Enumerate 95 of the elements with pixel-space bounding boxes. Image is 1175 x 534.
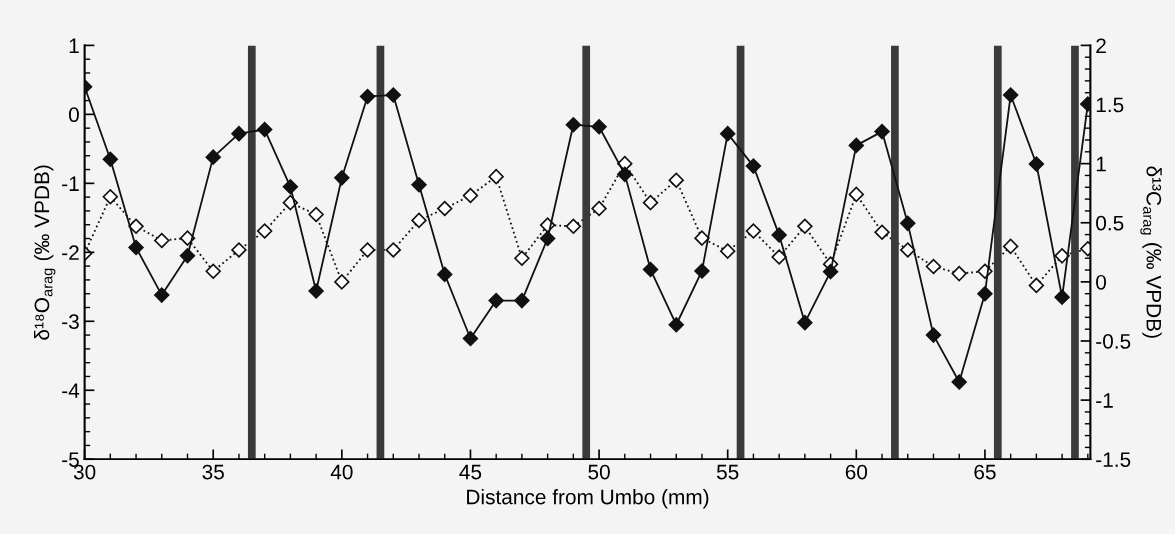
point (1028, 156, 1045, 172)
point (539, 230, 556, 247)
point (745, 158, 762, 174)
point (1002, 87, 1019, 103)
point (334, 170, 350, 186)
x-tick-label: 45 (459, 464, 482, 480)
x-tick-label: 65 (974, 464, 996, 480)
point (951, 265, 967, 282)
point (154, 232, 170, 249)
point (874, 123, 890, 140)
point (179, 230, 196, 246)
y-tick-label: 1 (69, 38, 79, 53)
point (514, 250, 530, 266)
point (102, 151, 119, 167)
y2-tick-label: 2 (1096, 38, 1106, 53)
point (128, 239, 144, 256)
point (1002, 238, 1019, 255)
point (719, 243, 736, 259)
point (771, 249, 787, 265)
point (282, 179, 299, 195)
point (411, 212, 427, 229)
y2-tick-label: 0.5 (1096, 215, 1124, 231)
point (1054, 289, 1070, 305)
y2-tick-label: -1.5 (1096, 452, 1131, 467)
point (334, 274, 350, 290)
y2-tick-label: -0.5 (1096, 334, 1131, 349)
x-tick-label: 35 (202, 464, 224, 480)
point (102, 189, 119, 205)
y-tick-label: 0 (68, 107, 79, 123)
point (977, 285, 993, 302)
y2-tick-label: 1 (1096, 156, 1106, 172)
point (951, 374, 967, 390)
point (231, 125, 247, 142)
point (462, 330, 479, 347)
point (719, 125, 736, 142)
point (848, 186, 865, 203)
x-tick-label: 40 (330, 464, 353, 480)
point (925, 258, 942, 275)
point (437, 266, 453, 283)
point (642, 194, 659, 211)
point (1054, 248, 1070, 264)
y-tick-label: -2 (62, 245, 79, 260)
point (848, 137, 865, 154)
y2-tick-label: 1.5 (1096, 97, 1124, 113)
y2-tick-label: -1 (1096, 393, 1113, 408)
x-tick-label: 50 (588, 464, 610, 480)
y-tick-label: -3 (62, 314, 79, 330)
point (128, 218, 144, 235)
point (694, 263, 710, 279)
point (514, 292, 530, 309)
x-axis-title: Distance from Umbo (mm) (467, 489, 709, 509)
point (797, 314, 813, 331)
point (900, 242, 916, 258)
point (925, 327, 942, 343)
y-tick-label: -1 (62, 176, 79, 191)
point (462, 187, 479, 204)
point (205, 149, 221, 165)
point (642, 261, 659, 278)
point (591, 119, 607, 135)
point (488, 168, 504, 185)
point (256, 223, 273, 239)
point (231, 242, 247, 258)
point (488, 292, 504, 309)
point (745, 223, 762, 239)
y2-tick-label: 0 (1096, 274, 1107, 290)
point (308, 206, 324, 223)
point (565, 117, 582, 133)
point (154, 287, 170, 303)
point (437, 200, 453, 217)
point (179, 248, 196, 264)
point (411, 177, 427, 193)
point (591, 200, 607, 217)
point (668, 172, 684, 188)
point (617, 166, 633, 183)
point (822, 263, 839, 280)
point (308, 283, 324, 299)
point (1028, 277, 1045, 294)
point (359, 88, 376, 105)
x-tick-label: 60 (845, 464, 868, 480)
y-axis-title: δ¹⁸O$_{arag}$ (‰ VPDB) (33, 165, 56, 340)
point (797, 218, 813, 235)
y-tick-label: -4 (62, 383, 80, 398)
point (385, 242, 401, 258)
point (385, 87, 401, 103)
y2-axis-title: δ¹³C$_{arag}$ (‰ VPDB) (1140, 166, 1162, 338)
point (694, 230, 710, 246)
point (874, 224, 890, 240)
point (771, 227, 787, 243)
point (256, 121, 273, 138)
point (359, 242, 376, 258)
point (668, 317, 684, 333)
point (565, 218, 582, 235)
x-tick-label: 55 (716, 464, 739, 480)
point (205, 263, 221, 279)
point (900, 215, 916, 232)
